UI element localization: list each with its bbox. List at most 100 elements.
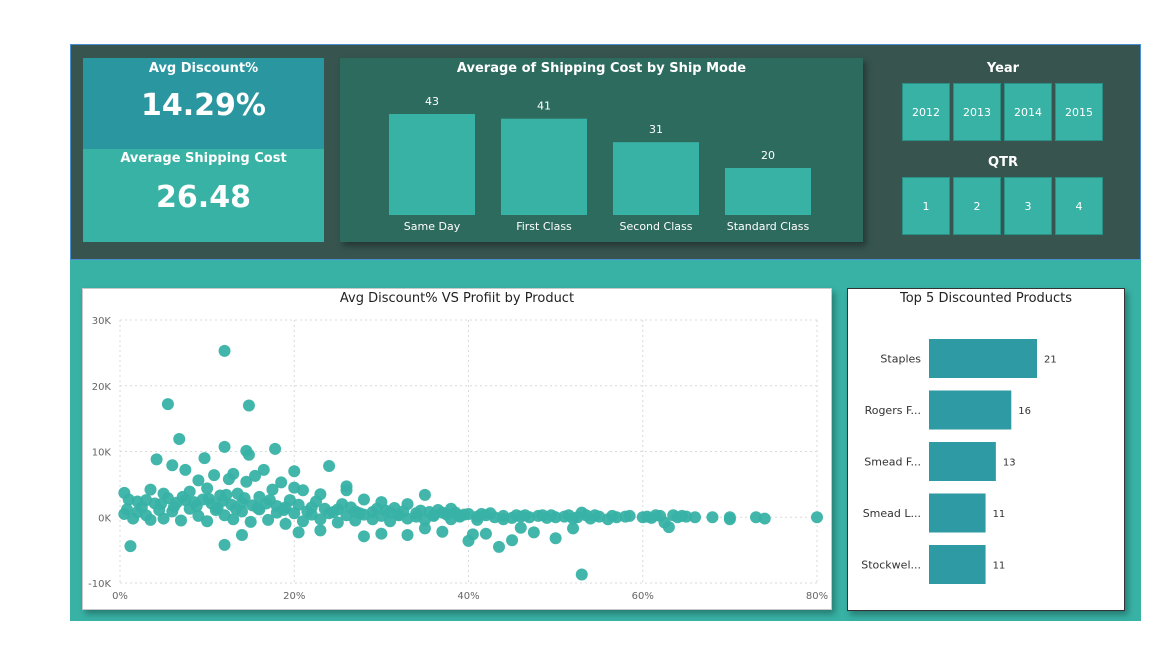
scatter-point	[562, 509, 575, 522]
scatter-point	[397, 505, 410, 518]
scatter-point	[218, 344, 231, 357]
scatter-chart-title: Avg Discount% VS Profiit by Product	[339, 291, 575, 306]
scatter-point	[527, 526, 540, 539]
scatter-point	[758, 512, 771, 525]
scatter-y-tick-3: 0K	[98, 513, 111, 524]
scatter-point	[288, 507, 301, 520]
shipping-category-label-3: Standard Class	[727, 220, 810, 233]
qtr-tile-4[interactable]: 4	[1055, 177, 1103, 235]
scatter-point	[623, 509, 636, 522]
top5-discounted-products-chart[interactable]: Top 5 Discounted Products Staples 21 Roger…	[847, 288, 1125, 611]
scatter-point	[201, 515, 214, 528]
year-tile-2014[interactable]: 2014	[1004, 83, 1052, 141]
scatter-point	[144, 513, 157, 526]
top5-category-label-0: Staples	[880, 353, 921, 366]
shipping-bar-label-0: 43	[425, 95, 439, 108]
top5-value-label-3: 11	[993, 509, 1006, 520]
scatter-point	[201, 482, 214, 495]
kpi-avg-shipping-label: Average Shipping Cost	[120, 151, 287, 166]
qtr-tile-1[interactable]: 1	[902, 177, 950, 235]
scatter-point	[580, 509, 593, 522]
shipping-cost-chart-title: Average of Shipping Cost by Ship Mode	[456, 61, 747, 76]
scatter-point	[510, 509, 523, 522]
scatter-point	[327, 505, 340, 518]
shipping-bar-1	[501, 118, 587, 215]
shipping-bar-3	[725, 168, 811, 215]
scatter-point	[235, 529, 248, 542]
scatter-y-tick-4: -10K	[88, 579, 111, 590]
qtr-tile-3[interactable]: 3	[1004, 177, 1052, 235]
scatter-point	[514, 521, 527, 534]
scatter-point	[244, 515, 257, 528]
scatter-x-tick-4: 80%	[806, 591, 828, 602]
scatter-point	[519, 509, 532, 522]
scatter-point	[211, 502, 224, 515]
scatter-point	[536, 509, 549, 522]
scatter-point	[549, 532, 562, 545]
top5-bar-3	[929, 493, 986, 533]
shipping-bar-2	[613, 142, 699, 215]
scatter-point	[706, 511, 719, 524]
scatter-point	[506, 534, 519, 547]
scatter-point	[222, 473, 235, 486]
scatter-point	[689, 511, 702, 524]
scatter-x-tick-0: 0%	[112, 591, 128, 602]
discount-profit-scatter-chart[interactable]: Avg Discount% VS Profiit by Product 30K 2…	[82, 288, 832, 610]
scatter-point	[202, 492, 215, 505]
scatter-point	[279, 517, 292, 530]
kpi-avg-shipping-value: 26.48	[156, 180, 251, 215]
scatter-point	[384, 515, 397, 528]
scatter-point	[310, 495, 323, 508]
scatter-point	[283, 494, 296, 507]
top5-chart-svg: Staples 21 Rogers F... 16 Smead F... 13 Smead …	[861, 339, 1057, 584]
top5-bar-1	[929, 390, 1012, 430]
scatter-point	[484, 507, 497, 520]
scatter-point	[588, 509, 601, 522]
shipping-category-label-1: First Class	[516, 220, 572, 233]
scatter-point	[292, 526, 305, 539]
scatter-point	[811, 511, 823, 524]
kpi-avg-discount-card: Avg Discount% 14.29%	[83, 58, 324, 149]
shipping-category-label-2: Second Class	[620, 220, 693, 233]
scatter-point	[161, 398, 174, 411]
scatter-point	[190, 500, 203, 513]
scatter-point	[154, 498, 167, 511]
shipping-cost-chart-svg: 43 Same Day 41 First Class 31 Second Class 20 S…	[389, 95, 811, 233]
qtr-slicer-title: QTR	[988, 155, 1018, 170]
scatter-y-tick-1: 20K	[92, 382, 112, 393]
scatter-point	[357, 493, 370, 506]
scatter-point	[436, 525, 449, 538]
scatter-point	[238, 492, 251, 505]
scatter-point	[475, 507, 488, 520]
scatter-point	[242, 399, 255, 412]
scatter-point	[675, 509, 688, 522]
shipping-bar-label-1: 41	[537, 100, 551, 113]
scatter-point	[323, 459, 336, 472]
year-slicer-title: Year	[986, 61, 1020, 76]
year-tile-2012[interactable]: 2012	[902, 83, 950, 141]
top5-category-label-3: Smead L...	[863, 507, 921, 520]
top5-category-label-2: Smead F...	[864, 456, 921, 469]
qtr-tile-2[interactable]: 2	[953, 177, 1001, 235]
top5-category-label-1: Rogers F...	[865, 404, 921, 417]
scatter-point	[606, 509, 619, 522]
year-tile-2013[interactable]: 2013	[953, 83, 1001, 141]
scatter-point	[174, 514, 187, 527]
scatter-point	[667, 509, 680, 522]
kpi-avg-discount-label: Avg Discount%	[148, 61, 259, 76]
scatter-point	[314, 524, 327, 537]
scatter-point	[649, 509, 662, 522]
scatter-point	[218, 538, 231, 551]
scatter-point	[192, 509, 205, 522]
shipping-cost-chart[interactable]: Average of Shipping Cost by Ship Mode 43…	[340, 58, 863, 242]
shipping-bar-0	[389, 114, 475, 215]
scatter-point	[251, 502, 264, 515]
year-tile-2015[interactable]: 2015	[1055, 83, 1103, 141]
scatter-point	[168, 500, 181, 513]
scatter-point	[331, 516, 344, 529]
scatter-y-tick-2: 10K	[92, 448, 112, 459]
scatter-point	[227, 513, 240, 526]
scatter-point	[124, 540, 137, 553]
scatter-point	[198, 452, 211, 465]
scatter-point	[401, 529, 414, 542]
